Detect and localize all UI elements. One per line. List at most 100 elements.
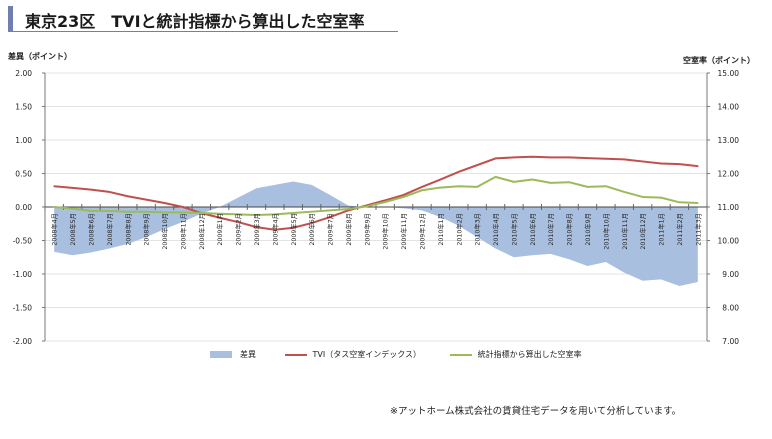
- legend-item-stat: 統計指標から算出した空室率: [449, 349, 582, 360]
- x-tick-label: 2010年9月: [583, 213, 592, 246]
- stat-line: [54, 175, 698, 217]
- tvi-point: [476, 164, 478, 166]
- stat-point: [292, 212, 295, 214]
- grid: [45, 72, 707, 342]
- tick-labels: 2.00 1.50 1.00 0.50 0.00 -0.50 -1.00 -1.50 -2.00…: [7, 51, 755, 346]
- stat-point: [660, 196, 662, 199]
- right-tick-label: 7.00: [722, 337, 739, 346]
- stat-point: [641, 196, 644, 198]
- x-tick-label: 2009年6月: [307, 213, 316, 246]
- tvi-point: [586, 157, 589, 159]
- x-tick-label: 2010年7月: [546, 213, 555, 246]
- chart-title: 東京23区 TVIと統計指標から算出した空室率: [25, 12, 365, 31]
- stat-point: [347, 208, 350, 210]
- tvi-point: [697, 165, 699, 167]
- legend-label-tvi: TVI（タス空室インデックス）: [312, 350, 422, 359]
- left-tick-label: -0.50: [13, 237, 33, 246]
- x-tick-label: 2010年4月: [491, 213, 500, 246]
- x-tick-label: 2010年10月: [601, 213, 610, 250]
- x-tick-label: 2009年8月: [344, 213, 353, 246]
- x-tick-label: 2008年5月: [68, 213, 77, 246]
- stat-point: [457, 185, 460, 188]
- tvi-point: [237, 221, 239, 223]
- right-tick-label: 10.00: [718, 237, 740, 246]
- x-tick-label: 2011年1月: [657, 213, 666, 246]
- x-tick-label: 2010年8月: [565, 213, 574, 246]
- x-tick-label: 2008年6月: [86, 213, 95, 246]
- right-tick-label: 8.00: [722, 304, 739, 313]
- x-tick-label: 2011年2月: [675, 213, 684, 246]
- footnote: ※アットホーム株式会社の賃貸住宅データを用いて分析しています。: [390, 406, 682, 417]
- tvi-point: [421, 186, 423, 188]
- tvi-point: [90, 188, 92, 191]
- x-tick-label: 2010年1月: [436, 213, 445, 246]
- right-tick-label: 15.00: [718, 69, 740, 78]
- x-tick-label: 2008年7月: [105, 213, 114, 246]
- x-tick-label: 2008年12月: [197, 213, 206, 250]
- x-tick-label: 2009年2月: [234, 213, 243, 246]
- stat-point: [310, 210, 313, 213]
- tvi-point: [402, 194, 405, 196]
- tvi-point: [53, 185, 55, 188]
- right-axis-title: 空室率（ポイント）: [683, 55, 755, 65]
- legend-label-stat: 統計指標から算出した空室率: [477, 350, 582, 359]
- right-tick-label: 14.00: [718, 103, 740, 112]
- left-axis-title: 差異（ポイント）: [7, 51, 72, 61]
- x-tick-label: 2009年10月: [381, 213, 390, 250]
- tvi-point: [292, 226, 295, 229]
- tvi-point: [329, 216, 331, 218]
- left-tick-label: 0.50: [15, 170, 32, 179]
- legend-swatch-tvi: [284, 353, 307, 356]
- stat-point: [513, 181, 515, 183]
- right-tick-label: 11.00: [718, 203, 740, 212]
- x-tick-label: 2008年4月: [50, 213, 59, 246]
- stat-point: [274, 213, 276, 216]
- stat-point: [163, 211, 166, 214]
- left-tick-label: -1.50: [13, 304, 33, 313]
- legend: 差異 TVI（タス空室インデックス） 統計指標から算出した空室率: [210, 349, 608, 363]
- stat-point: [255, 214, 258, 216]
- tvi-point: [255, 226, 258, 228]
- left-tick-label: 1.50: [15, 103, 32, 112]
- tvi-point: [182, 206, 184, 208]
- x-tick-label: 2010年6月: [528, 213, 537, 246]
- stat-point: [53, 206, 55, 208]
- tvi-point: [71, 187, 74, 189]
- x-tick-label: 2008年9月: [142, 213, 151, 246]
- line-layer: [53, 155, 699, 231]
- stat-point: [476, 186, 478, 188]
- legend-item-tvi: TVI（タス空室インデックス）: [284, 349, 422, 360]
- x-tick-label: 2009年9月: [362, 213, 371, 246]
- x-tick-label: 2008年8月: [123, 213, 132, 246]
- stat-point: [218, 212, 221, 215]
- right-tick-label: 12.00: [718, 170, 740, 179]
- stat-point: [108, 210, 111, 212]
- diff-area: [54, 181, 698, 287]
- stat-point: [384, 201, 386, 203]
- stat-point: [494, 176, 497, 178]
- x-tick-label: 2009年12月: [417, 213, 426, 250]
- left-tick-label: 0.00: [15, 203, 32, 212]
- tvi-point: [126, 195, 129, 198]
- tvi-point: [678, 163, 681, 165]
- stat-point: [71, 207, 74, 210]
- tvi-point: [274, 228, 276, 231]
- x-tick-label: 2009年4月: [270, 213, 279, 246]
- legend-swatch-diff: [210, 351, 232, 358]
- tvi-point: [605, 157, 607, 160]
- stat-point: [549, 182, 552, 184]
- diff-area-layer: [54, 181, 698, 287]
- x-tick-label: 2009年7月: [326, 213, 335, 246]
- stat-point: [237, 213, 239, 216]
- stat-point: [182, 211, 184, 214]
- stat-point: [126, 210, 129, 213]
- stat-point: [586, 186, 589, 188]
- stat-point: [678, 201, 681, 204]
- tvi-point: [457, 171, 460, 173]
- tvi-point: [623, 158, 626, 161]
- stat-point: [697, 202, 699, 204]
- x-tick-label: 2010年11月: [620, 213, 629, 250]
- right-tick-label: 13.00: [718, 136, 740, 145]
- tvi-point: [513, 156, 515, 159]
